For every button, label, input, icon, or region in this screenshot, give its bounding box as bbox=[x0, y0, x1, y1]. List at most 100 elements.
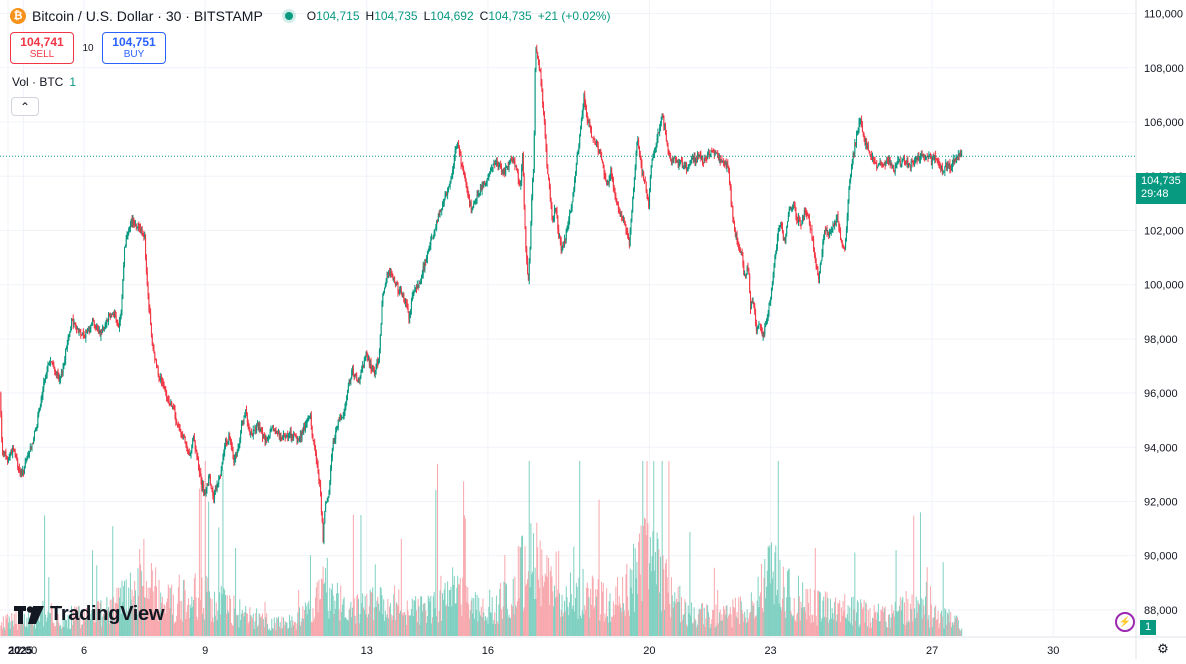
candle-body bbox=[48, 363, 50, 365]
candle-body bbox=[87, 331, 89, 332]
settings-gear-icon[interactable]: ⚙ bbox=[1157, 641, 1169, 656]
candle-body bbox=[315, 453, 317, 460]
volume-bar bbox=[352, 607, 354, 636]
volume-bar bbox=[466, 602, 468, 636]
candle-body bbox=[220, 470, 222, 476]
volume-bar bbox=[411, 598, 413, 636]
volume-bar bbox=[810, 623, 812, 636]
volume-bar bbox=[334, 600, 336, 636]
volume-bar bbox=[134, 581, 136, 636]
volume-bar bbox=[99, 602, 101, 636]
volume-bar bbox=[585, 610, 587, 636]
candle-body bbox=[527, 274, 529, 280]
candle-body bbox=[346, 396, 348, 402]
candle-body bbox=[577, 151, 579, 155]
volume-bar bbox=[480, 606, 482, 636]
candle-body bbox=[97, 327, 99, 333]
volume-bar bbox=[691, 602, 693, 636]
volume-bar bbox=[847, 605, 849, 636]
candle-body bbox=[236, 451, 238, 457]
candle-body bbox=[341, 417, 343, 420]
volume-bar bbox=[152, 591, 154, 636]
candle-body bbox=[121, 298, 123, 313]
volume-bar bbox=[478, 597, 480, 636]
volume-bar bbox=[229, 595, 231, 636]
buy-button[interactable]: 104,751 BUY bbox=[102, 32, 166, 64]
candle-body bbox=[471, 208, 473, 209]
candle-body bbox=[217, 483, 219, 486]
volume-bar bbox=[439, 590, 441, 636]
candle-body bbox=[387, 276, 389, 277]
candle-body bbox=[715, 152, 717, 154]
candle-body bbox=[835, 218, 837, 222]
volume-bar bbox=[234, 608, 236, 636]
volume-bar bbox=[885, 621, 887, 636]
collapse-legend-button[interactable]: ⌃ bbox=[11, 97, 39, 116]
candle-body bbox=[892, 166, 894, 168]
volume-bar bbox=[377, 596, 379, 636]
candle-body bbox=[224, 445, 226, 453]
sell-button[interactable]: 104,741 SELL bbox=[10, 32, 74, 64]
candle-body bbox=[780, 222, 782, 226]
candle-body bbox=[23, 470, 25, 474]
volume-bar bbox=[256, 626, 258, 636]
candle-body bbox=[786, 226, 788, 235]
candle-body bbox=[197, 456, 199, 460]
volume-bar bbox=[214, 615, 216, 636]
volume-bar bbox=[322, 566, 324, 636]
volume-bar bbox=[732, 599, 734, 636]
candle-body bbox=[237, 448, 239, 452]
volume-legend[interactable]: Vol · BTC 1 bbox=[12, 75, 76, 89]
candle-body bbox=[568, 220, 570, 225]
candle-body bbox=[166, 391, 168, 398]
volume-bar bbox=[671, 595, 673, 636]
volume-bar bbox=[907, 599, 909, 636]
candle-body bbox=[71, 318, 73, 320]
volume-bar bbox=[142, 586, 144, 636]
candle-body bbox=[83, 334, 85, 336]
candle-body bbox=[760, 328, 762, 333]
candle-body bbox=[530, 222, 532, 249]
candle-body bbox=[378, 349, 380, 360]
symbol-title[interactable]: Bitcoin / U.S. Dollar · 30 · BITSTAMP bbox=[32, 8, 263, 24]
candle-body bbox=[564, 239, 566, 241]
candle-body bbox=[504, 168, 506, 175]
volume-bar bbox=[766, 570, 768, 636]
candle-body bbox=[828, 234, 830, 237]
volume-bar bbox=[57, 613, 59, 636]
volume-bar bbox=[459, 578, 461, 636]
candle-body bbox=[328, 494, 330, 498]
volume-bar bbox=[365, 614, 367, 636]
candle-body bbox=[235, 454, 237, 459]
candle-body bbox=[757, 325, 759, 328]
candle-body bbox=[903, 157, 905, 159]
candle-body bbox=[119, 315, 121, 322]
volume-bar bbox=[368, 606, 370, 636]
candle-body bbox=[570, 207, 572, 212]
candle-body bbox=[262, 431, 264, 438]
volume-bar bbox=[821, 618, 823, 636]
candle-body bbox=[410, 301, 412, 311]
candle-body bbox=[12, 448, 14, 449]
candle-body bbox=[337, 420, 339, 428]
volume-bar bbox=[539, 540, 541, 636]
volume-bar bbox=[619, 603, 621, 636]
volume-bar bbox=[112, 526, 114, 636]
volume-bar bbox=[681, 620, 683, 636]
volume-bar bbox=[282, 628, 284, 636]
volume-bar bbox=[174, 621, 176, 636]
volume-bar bbox=[367, 617, 369, 636]
candle-body bbox=[431, 237, 433, 241]
candle-body bbox=[322, 521, 324, 542]
volume-bar bbox=[554, 597, 556, 636]
candle-body bbox=[63, 363, 65, 366]
candle-body bbox=[116, 319, 118, 322]
candle-body bbox=[92, 319, 94, 324]
tradingview-logo[interactable]: TradingView bbox=[14, 603, 164, 626]
alert-icon[interactable]: ⚡ bbox=[1115, 612, 1135, 632]
candle-body bbox=[672, 159, 674, 161]
volume-bar bbox=[453, 584, 455, 636]
